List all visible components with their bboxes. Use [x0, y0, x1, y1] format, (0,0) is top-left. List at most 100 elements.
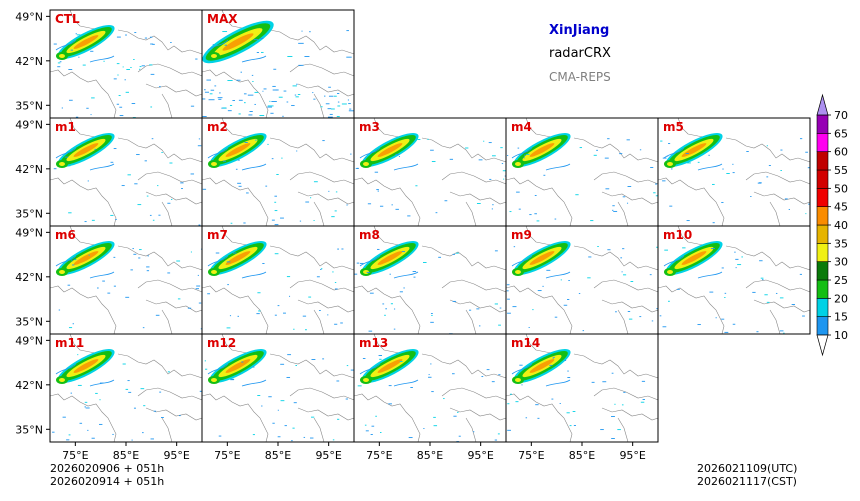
- echo-dot: [318, 310, 321, 311]
- echo-dot: [136, 154, 140, 156]
- echo-dot: [507, 429, 511, 431]
- border-line: [658, 177, 725, 226]
- echo-dot: [99, 399, 101, 401]
- echo-contour: [697, 163, 723, 171]
- echo-dot: [209, 93, 213, 95]
- echo-band: [377, 143, 403, 157]
- echo-dot: [274, 195, 278, 197]
- echo-dot: [602, 381, 607, 383]
- echo-dot: [458, 435, 461, 437]
- echo-dot: [227, 110, 232, 112]
- echo-dot: [274, 253, 279, 255]
- echo-dot: [805, 151, 808, 153]
- echo-dot: [116, 63, 120, 65]
- echo-dot: [224, 44, 227, 46]
- echo-dot: [666, 155, 669, 157]
- echo-dot: [389, 273, 391, 275]
- echo-dot: [139, 249, 142, 251]
- echo-dot: [68, 69, 73, 70]
- echo-dot: [676, 288, 680, 290]
- echo-dot: [569, 425, 572, 427]
- echo-dot: [71, 264, 75, 266]
- echo-dot: [226, 327, 231, 329]
- echo-dot: [741, 256, 743, 258]
- echo-dot: [257, 292, 261, 294]
- echo-dot: [711, 247, 716, 249]
- echo-dot: [766, 176, 769, 178]
- echo-dot: [721, 201, 724, 203]
- border-line: [50, 393, 117, 442]
- border-line: [289, 63, 354, 77]
- echo-dot: [607, 138, 610, 140]
- panel-label: MAX: [207, 12, 238, 26]
- init-time-cst: 2026020914 + 051h: [50, 475, 165, 488]
- echo-dot: [288, 295, 291, 297]
- echo-dot: [214, 85, 217, 87]
- echo-dot: [238, 372, 241, 374]
- echo-dot: [653, 192, 656, 194]
- echo-dot: [204, 91, 210, 93]
- panel-label: m5: [663, 120, 684, 134]
- echo-dot: [656, 308, 658, 310]
- echo-dot: [244, 102, 246, 104]
- echo-dot: [336, 116, 340, 117]
- colorbar-segment: [816, 298, 829, 317]
- panel-frame: [657, 225, 811, 335]
- product-title: radarCRX: [549, 46, 611, 61]
- echo-dot: [687, 162, 691, 164]
- echo-dot: [283, 90, 287, 92]
- echo-dot: [272, 89, 278, 91]
- echo-dot: [267, 143, 269, 145]
- echo-dot: [169, 162, 173, 164]
- echo-contour: [545, 163, 571, 171]
- echo-dot: [669, 205, 673, 207]
- echo-dot: [623, 274, 627, 276]
- echo-dot: [431, 391, 434, 393]
- echo-dot: [682, 247, 686, 249]
- border-line: [593, 171, 658, 185]
- echo-dot: [805, 213, 807, 215]
- echo-contour: [545, 379, 571, 387]
- echo-dot: [327, 116, 333, 118]
- echo-dot: [215, 252, 220, 254]
- echo-contour: [241, 271, 267, 279]
- echo-dot: [258, 310, 261, 312]
- echo-dot: [724, 292, 727, 294]
- echo-dot: [281, 157, 283, 159]
- echo-dot: [775, 292, 778, 294]
- echo-dot: [457, 411, 459, 413]
- echo-dot: [297, 94, 301, 95]
- echo-dot: [260, 51, 264, 53]
- panel-background: [202, 118, 354, 226]
- lat-tick-label: 42°N: [15, 163, 43, 176]
- echo-dot: [130, 269, 133, 271]
- echo-patch: [363, 162, 369, 166]
- echo-dot: [341, 248, 344, 250]
- echo-contour: [207, 363, 229, 375]
- echo-dot: [709, 291, 714, 293]
- echo-dot: [70, 392, 73, 394]
- echo-dot: [198, 224, 201, 226]
- echo-dot: [758, 182, 762, 184]
- echo-dot: [578, 293, 581, 295]
- echo-dot: [591, 381, 595, 383]
- echo-dot: [525, 417, 528, 419]
- colorbar-tick-label: 35: [834, 237, 848, 250]
- echo-dot: [113, 285, 116, 287]
- echo-dot: [122, 363, 126, 365]
- echo-dot: [337, 418, 340, 420]
- panel-map: [354, 226, 506, 334]
- panel-label: m14: [511, 336, 540, 350]
- echo-dot: [334, 323, 338, 325]
- echo-dot: [417, 139, 421, 140]
- echo-dot: [532, 309, 534, 311]
- echo-dot: [200, 328, 202, 330]
- echo-dot: [140, 388, 145, 390]
- echo-dot: [218, 98, 222, 100]
- echo-dot: [196, 285, 201, 287]
- echo-dot: [70, 49, 74, 51]
- echo-dot: [659, 315, 662, 317]
- echo-contour: [663, 147, 685, 159]
- echo-dot: [563, 304, 568, 306]
- init-time-utc: 2026020906 + 051h: [50, 462, 165, 475]
